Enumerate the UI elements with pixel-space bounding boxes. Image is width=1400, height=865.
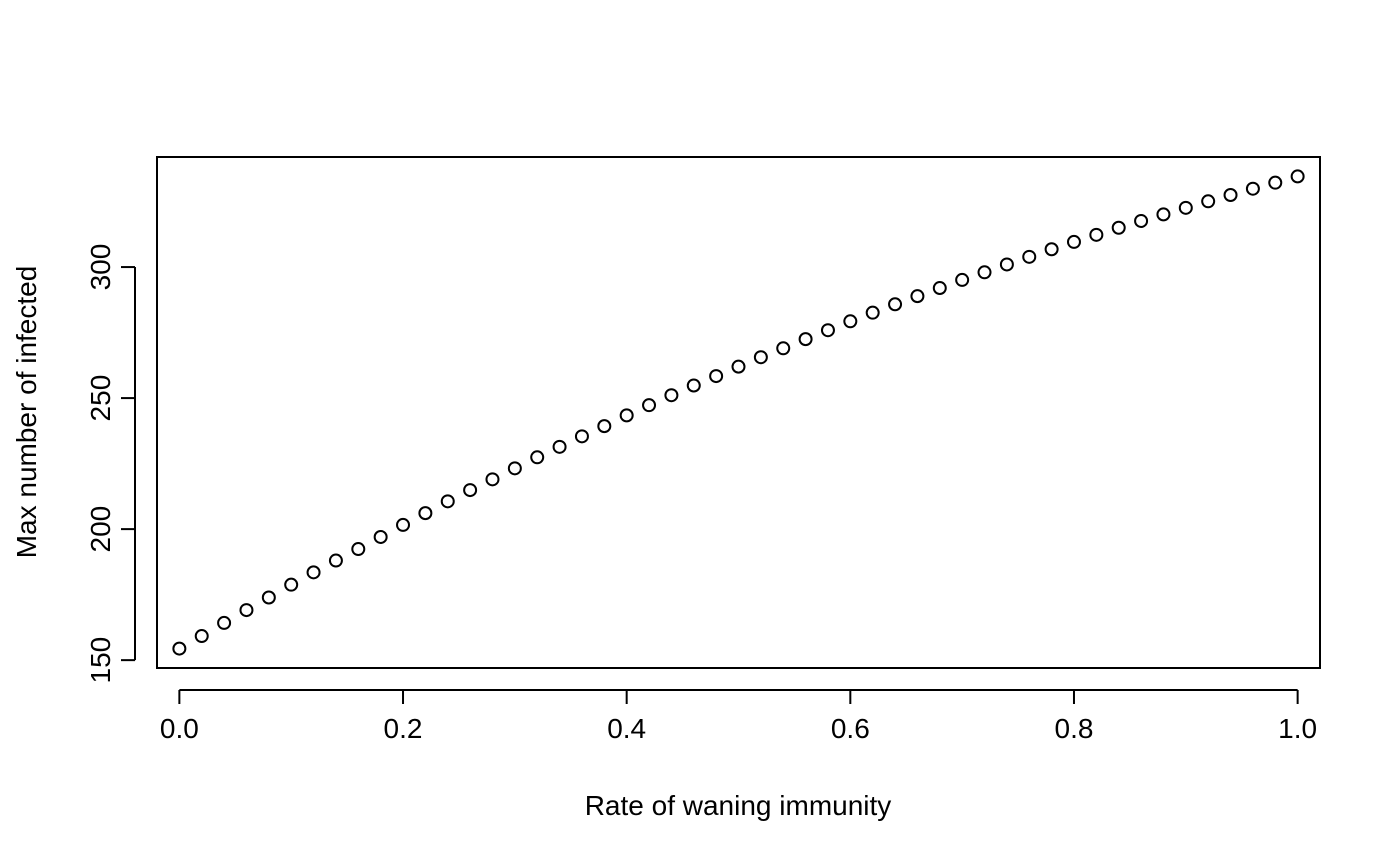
data-point xyxy=(686,378,701,393)
data-point xyxy=(798,332,813,347)
data-point xyxy=(619,408,634,423)
plot-frame xyxy=(156,156,1321,669)
x-axis-title: Rate of waning immunity xyxy=(585,790,892,821)
y-tick-label: 300 xyxy=(85,244,116,291)
data-point xyxy=(843,314,858,329)
data-point xyxy=(1066,234,1081,249)
data-point xyxy=(1223,187,1238,202)
data-point xyxy=(1089,227,1104,242)
data-point xyxy=(664,388,679,403)
data-point xyxy=(485,472,500,487)
x-tick-label: 0.0 xyxy=(160,713,199,744)
data-point xyxy=(172,641,187,656)
data-point xyxy=(194,629,209,644)
data-point xyxy=(1268,175,1283,190)
x-tick-label: 0.8 xyxy=(1055,713,1094,744)
data-point xyxy=(753,350,768,365)
data-point xyxy=(1134,213,1149,228)
data-point xyxy=(284,577,299,592)
x-tick-label: 0.2 xyxy=(384,713,423,744)
data-point xyxy=(574,429,589,444)
y-tick-label: 150 xyxy=(85,637,116,684)
y-tick-label: 250 xyxy=(85,375,116,422)
data-point xyxy=(440,494,455,509)
data-point xyxy=(373,529,388,544)
data-point xyxy=(776,341,791,356)
data-point xyxy=(932,281,947,296)
data-point xyxy=(820,323,835,338)
data-point xyxy=(731,359,746,374)
data-point xyxy=(261,590,276,605)
data-point xyxy=(463,483,478,498)
data-point xyxy=(239,603,254,618)
data-point xyxy=(306,565,321,580)
data-point xyxy=(1044,242,1059,257)
x-tick-label: 0.4 xyxy=(607,713,646,744)
data-point xyxy=(530,450,545,465)
data-point xyxy=(999,257,1014,272)
data-point xyxy=(597,419,612,434)
data-point xyxy=(552,439,567,454)
data-point xyxy=(1245,181,1260,196)
data-point xyxy=(217,615,232,630)
data-point xyxy=(351,542,366,557)
data-point xyxy=(1201,194,1216,209)
data-point xyxy=(1111,220,1126,235)
data-point xyxy=(1022,249,1037,264)
data-point xyxy=(955,272,970,287)
y-axis-title: Max number of infected xyxy=(11,266,42,559)
data-point xyxy=(1178,200,1193,215)
data-point xyxy=(507,461,522,476)
data-point xyxy=(1290,169,1305,184)
data-point xyxy=(1156,207,1171,222)
data-point xyxy=(865,305,880,320)
y-tick-label: 200 xyxy=(85,506,116,553)
data-point xyxy=(888,297,903,312)
data-point xyxy=(910,289,925,304)
data-points xyxy=(172,169,1305,656)
y-axis: 150 200 250 300 xyxy=(85,244,136,684)
data-point xyxy=(977,265,992,280)
data-point xyxy=(418,506,433,521)
data-point xyxy=(396,517,411,532)
x-axis: 0.0 0.2 0.4 0.6 0.8 1.0 xyxy=(160,689,1317,744)
data-point xyxy=(642,398,657,413)
data-point xyxy=(709,369,724,384)
x-tick-label: 0.6 xyxy=(831,713,870,744)
data-point xyxy=(328,553,343,568)
x-tick-label: 1.0 xyxy=(1278,713,1317,744)
